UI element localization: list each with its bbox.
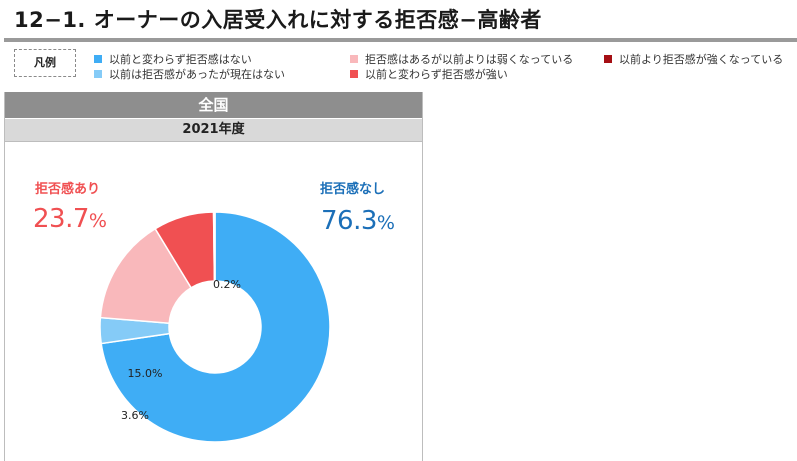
- no-reject-summary-label: 拒否感なし: [320, 182, 386, 197]
- slice-label: 3.6%: [121, 409, 149, 422]
- reject-summary-unit: %: [88, 210, 107, 232]
- slice-label: 15.0%: [128, 367, 163, 380]
- legend-item-reject-weaker: 拒否感はあるが以前よりは弱くなっている: [350, 53, 573, 66]
- legend-label: 以前と変わらず拒否感はない: [109, 53, 252, 66]
- legend-label: 以前より拒否感が強くなっている: [619, 53, 784, 66]
- chart-panel: 全国 2021年度 拒否感あり 23.7% 拒否感なし 76.3% 72.7%3…: [4, 92, 423, 461]
- legend-item-no-reject-unchanged: 以前と変わらず拒否感はない: [94, 53, 252, 66]
- no-reject-summary-unit: %: [376, 212, 395, 234]
- reject-summary-number: 23.7: [33, 204, 89, 234]
- donut-chart: 72.7%3.6%15.0%8.5%0.2%: [99, 211, 331, 461]
- no-reject-summary-number: 76.3: [321, 206, 377, 236]
- title-divider: [4, 38, 797, 42]
- legend-item-no-reject-now: 以前は拒否感があったが現在はない: [94, 68, 285, 81]
- slice-reject-weaker: [99, 227, 193, 325]
- legend-label: 拒否感はあるが以前よりは弱くなっている: [365, 53, 574, 66]
- page-title: 12−1. オーナーの入居受入れに対する拒否感−高齢者: [14, 8, 542, 32]
- slice-label: 8.5%: [179, 330, 207, 343]
- reject-summary-value: 23.7%: [33, 204, 107, 234]
- reject-summary-label: 拒否感あり: [35, 182, 101, 197]
- legend-title: 凡例: [14, 49, 76, 77]
- no-reject-summary-value: 76.3%: [321, 206, 395, 236]
- year-header: 2021年度: [5, 119, 422, 142]
- legend-swatch: [350, 70, 358, 78]
- slice-label: 0.2%: [213, 278, 241, 291]
- legend-label: 以前と変わらず拒否感が強い: [365, 68, 508, 81]
- legend-swatch: [350, 55, 358, 63]
- legend-swatch: [94, 70, 102, 78]
- legend-swatch: [94, 55, 102, 63]
- slice-no-reject-unchanged: [100, 211, 331, 443]
- legend-label: 以前は拒否感があったが現在はない: [109, 68, 285, 81]
- legend-item-reject-stronger: 以前より拒否感が強くなっている: [604, 53, 783, 66]
- slice-reject-stronger: [212, 211, 216, 282]
- region-header: 全国: [5, 92, 422, 118]
- legend-item-reject-strong-unchanged: 以前と変わらず拒否感が強い: [350, 68, 508, 81]
- legend-swatch: [604, 55, 612, 63]
